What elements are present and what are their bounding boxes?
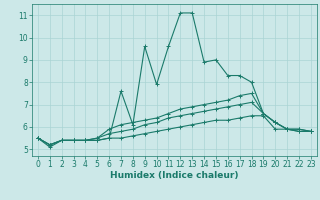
X-axis label: Humidex (Indice chaleur): Humidex (Indice chaleur)	[110, 171, 239, 180]
